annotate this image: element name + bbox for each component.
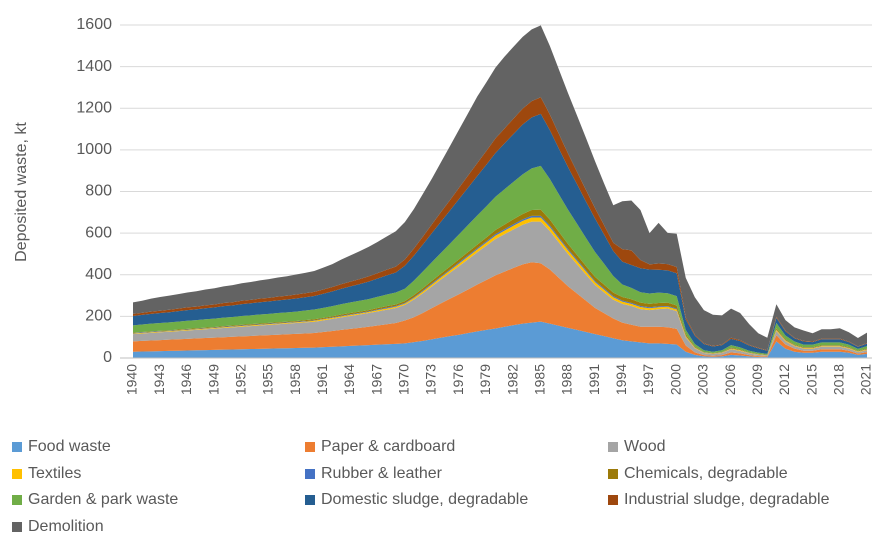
area bbox=[133, 321, 867, 358]
legend-swatch bbox=[305, 495, 315, 505]
x-tick-label: 2021 bbox=[858, 364, 874, 395]
x-tick-label: 2006 bbox=[722, 364, 738, 395]
legend-swatch bbox=[12, 522, 22, 532]
x-tick-label: 1961 bbox=[314, 364, 330, 395]
legend-label: Domestic sludge, degradable bbox=[321, 491, 528, 508]
y-tick-label: 1400 bbox=[76, 58, 112, 75]
y-tick-label: 1600 bbox=[76, 16, 112, 33]
x-tick-label: 2018 bbox=[831, 364, 847, 395]
legend-swatch bbox=[12, 469, 22, 479]
legend-swatch bbox=[305, 469, 315, 479]
y-tick-label: 200 bbox=[85, 308, 112, 325]
legend-swatch bbox=[12, 442, 22, 452]
legend-label: Textiles bbox=[28, 465, 81, 482]
x-tick-label: 1979 bbox=[477, 364, 493, 395]
area bbox=[133, 113, 867, 354]
legend-label: Chemicals, degradable bbox=[624, 465, 788, 482]
y-tick-label: 400 bbox=[85, 266, 112, 283]
x-tick-label: 1985 bbox=[531, 364, 547, 395]
area bbox=[133, 262, 867, 358]
y-tick-label: 1200 bbox=[76, 99, 112, 116]
area bbox=[133, 221, 867, 357]
area bbox=[133, 165, 867, 355]
x-tick-label: 1946 bbox=[178, 364, 194, 395]
y-axis-label: Deposited waste, kt bbox=[13, 122, 30, 262]
legend-label: Demolition bbox=[28, 518, 104, 535]
x-tick-label: 1973 bbox=[423, 364, 439, 395]
legend-label: Paper & cardboard bbox=[321, 438, 455, 455]
legend-swatch bbox=[608, 442, 618, 452]
x-tick-label: 2000 bbox=[667, 364, 683, 395]
y-tick-label: 800 bbox=[85, 183, 112, 200]
x-tick-label: 1997 bbox=[640, 364, 656, 395]
x-tick-label: 1943 bbox=[151, 364, 167, 395]
area bbox=[133, 25, 867, 351]
x-tick-label: 1955 bbox=[260, 364, 276, 395]
legend-swatch bbox=[12, 495, 22, 505]
area bbox=[133, 97, 867, 351]
x-tick-label: 1970 bbox=[396, 364, 412, 395]
x-tick-label: 2012 bbox=[776, 364, 792, 395]
x-tick-label: 1994 bbox=[613, 364, 629, 395]
x-tick-label: 1949 bbox=[205, 364, 221, 395]
y-tick-label: 0 bbox=[103, 349, 112, 366]
legend-label: Wood bbox=[624, 438, 666, 455]
y-tick-label: 1000 bbox=[76, 141, 112, 158]
x-tick-label: 1958 bbox=[287, 364, 303, 395]
legend-label: Industrial sludge, degradable bbox=[624, 491, 830, 508]
x-tick-label: 1952 bbox=[232, 364, 248, 395]
legend-label: Food waste bbox=[28, 438, 111, 455]
x-tick-label: 1988 bbox=[559, 364, 575, 395]
x-tick-label: 1940 bbox=[124, 364, 140, 395]
legend-swatch bbox=[608, 469, 618, 479]
x-tick-label: 1982 bbox=[504, 364, 520, 395]
x-tick-label: 2003 bbox=[695, 364, 711, 395]
x-tick-label: 2009 bbox=[749, 364, 765, 395]
legend-swatch bbox=[305, 442, 315, 452]
x-tick-label: 2015 bbox=[803, 364, 819, 395]
x-tick-label: 1991 bbox=[586, 364, 602, 395]
y-tick-label: 600 bbox=[85, 224, 112, 241]
x-tick-label: 1967 bbox=[368, 364, 384, 395]
x-tick-label: 1976 bbox=[450, 364, 466, 395]
legend-label: Rubber & leather bbox=[321, 465, 443, 482]
area bbox=[133, 217, 867, 356]
x-tick-label: 1964 bbox=[341, 364, 357, 395]
legend-label: Garden & park waste bbox=[28, 491, 178, 508]
legend-swatch bbox=[608, 495, 618, 505]
